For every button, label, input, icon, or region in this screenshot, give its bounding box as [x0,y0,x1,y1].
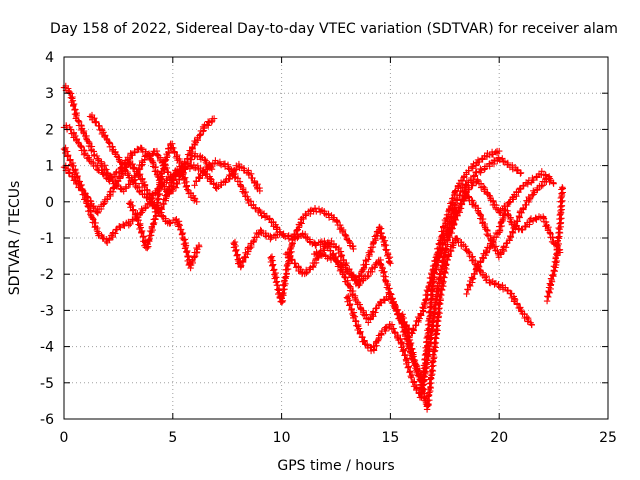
series-marks [343,168,557,401]
chart-title: Day 158 of 2022, Sidereal Day-to-day VTE… [50,21,618,37]
series-marks [230,226,283,271]
y-tick-label: -2 [40,267,54,283]
y-tick-label: -3 [40,303,54,319]
series-6 [126,140,200,252]
y-tick-label: -1 [40,231,54,247]
series-marks [443,173,553,261]
series-7 [191,157,394,284]
y-tick-label: -6 [40,412,54,428]
series-marks [311,154,525,387]
y-tick-label: -4 [40,340,54,356]
series-15 [463,207,564,298]
data-marks [60,82,566,413]
grid [64,57,608,419]
y-tick-label: 1 [45,159,54,175]
y-tick-label: -5 [40,376,54,392]
series-marks [126,140,200,252]
x-tick-label: 25 [599,430,617,446]
series-marks [543,184,566,305]
y-tick-label: 2 [45,122,54,138]
series-11 [311,154,525,387]
series-14 [443,173,553,261]
x-tick-label: 10 [273,430,291,446]
series-8 [230,226,283,271]
y-tick-label: 4 [45,50,54,66]
y-tick-label: 0 [45,195,54,211]
x-tick-label: 5 [168,430,177,446]
y-tick-label: 3 [45,86,54,102]
x-tick-label: 20 [490,430,508,446]
series-marks [463,207,564,298]
series-16 [543,184,566,305]
x-axis-label: GPS time / hours [277,458,394,474]
y-axis-label: SDTVAR / TECUs [7,181,23,296]
axis-ticks: 0 5 10 15 20 25 -6 -5 -4 -3 -2 -1 0 1 2 3 4 [40,50,617,446]
series-marks [191,157,394,284]
x-tick-label: 15 [381,430,399,446]
x-tick-label: 0 [60,430,69,446]
series-12 [343,168,557,401]
